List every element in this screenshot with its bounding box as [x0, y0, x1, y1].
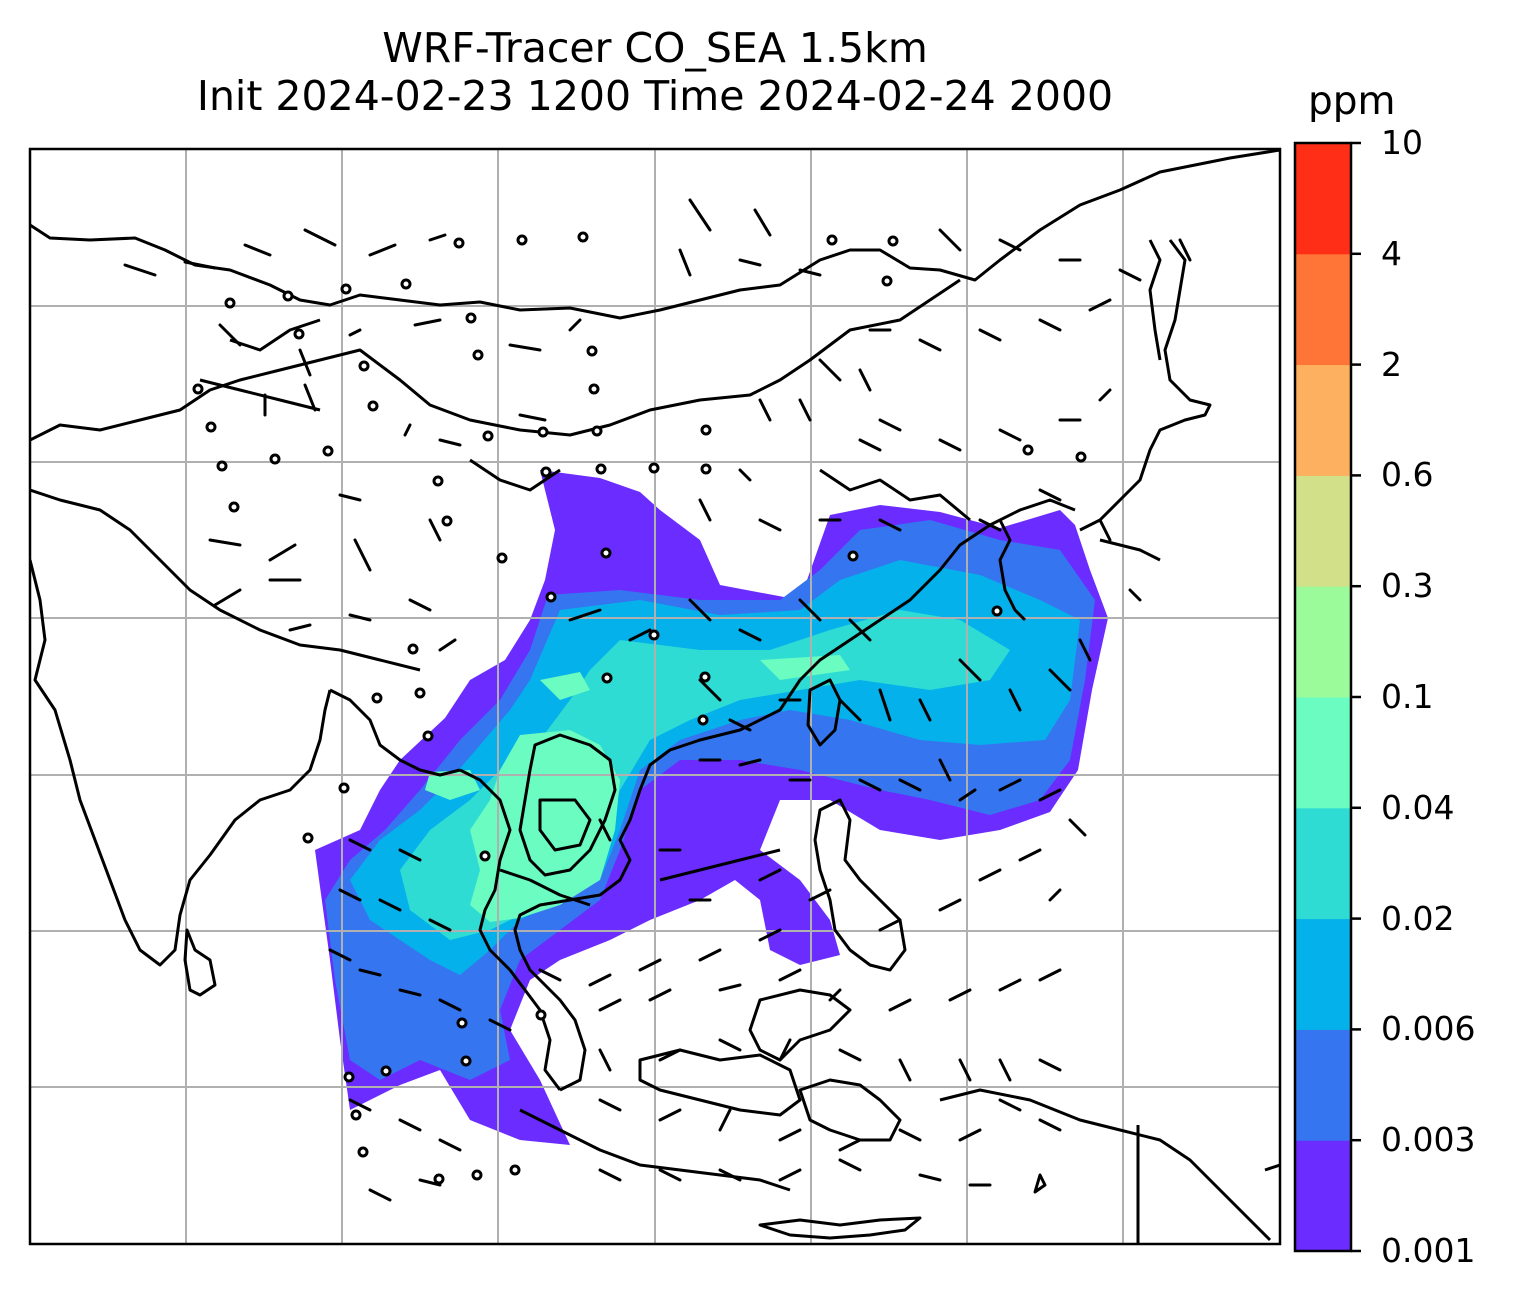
calm-markers [192, 231, 1087, 1185]
tracer-patch-2 [540, 672, 590, 700]
tracer-patch-3 [760, 655, 850, 680]
colorbar-tick-label: 4 [1381, 233, 1402, 273]
gridlines [30, 149, 1280, 1244]
title-line-1: WRF-Tracer CO_SEA 1.5km [382, 24, 928, 72]
colorbar-tick-label: 0.04 [1381, 787, 1455, 827]
colorbar-segment [1295, 918, 1351, 1030]
colorbar-unit-label: ppm [1308, 79, 1396, 124]
colorbar-segment [1295, 807, 1351, 920]
colorbar-tick-label: 0.6 [1381, 455, 1434, 495]
tracer-field [315, 470, 1108, 1145]
colorbar-tick-label: 0.3 [1381, 566, 1434, 606]
colorbar-segment [1295, 1140, 1351, 1252]
colorbar-segment [1295, 475, 1351, 587]
colorbar-ticks [1351, 141, 1361, 1253]
title-line-2: Init 2024-02-23 1200 Time 2024-02-24 200… [196, 72, 1114, 120]
colorbar-tick-label: 0.1 [1381, 677, 1434, 716]
tracer-patch-1 [425, 770, 480, 800]
colorbar-tick-label: 0.006 [1381, 1009, 1476, 1049]
colorbar-segments [1295, 143, 1351, 1252]
colorbar-tick-label: 10 [1381, 123, 1423, 162]
colorbar-tick-label: 0.003 [1381, 1120, 1476, 1160]
colorbar-segment [1295, 364, 1351, 476]
wind-barbs [123, 198, 1192, 1202]
colorbar-tick-label: 0.001 [1381, 1231, 1476, 1270]
colorbar-tick-label: 2 [1381, 344, 1402, 384]
colorbar-segment [1295, 1029, 1351, 1141]
colorbar-tick-label: 0.02 [1381, 898, 1455, 938]
colorbar-segment [1295, 253, 1351, 366]
colorbar-segment [1295, 143, 1351, 255]
colorbar-segment [1295, 586, 1351, 698]
colorbar-segment [1295, 697, 1351, 809]
map-frame [28, 147, 1282, 1246]
colorbar [1293, 141, 1361, 1253]
map-title: WRF-Tracer CO_SEA 1.5km Init 2024-02-23 … [30, 24, 1280, 120]
coastlines [30, 149, 1280, 1244]
